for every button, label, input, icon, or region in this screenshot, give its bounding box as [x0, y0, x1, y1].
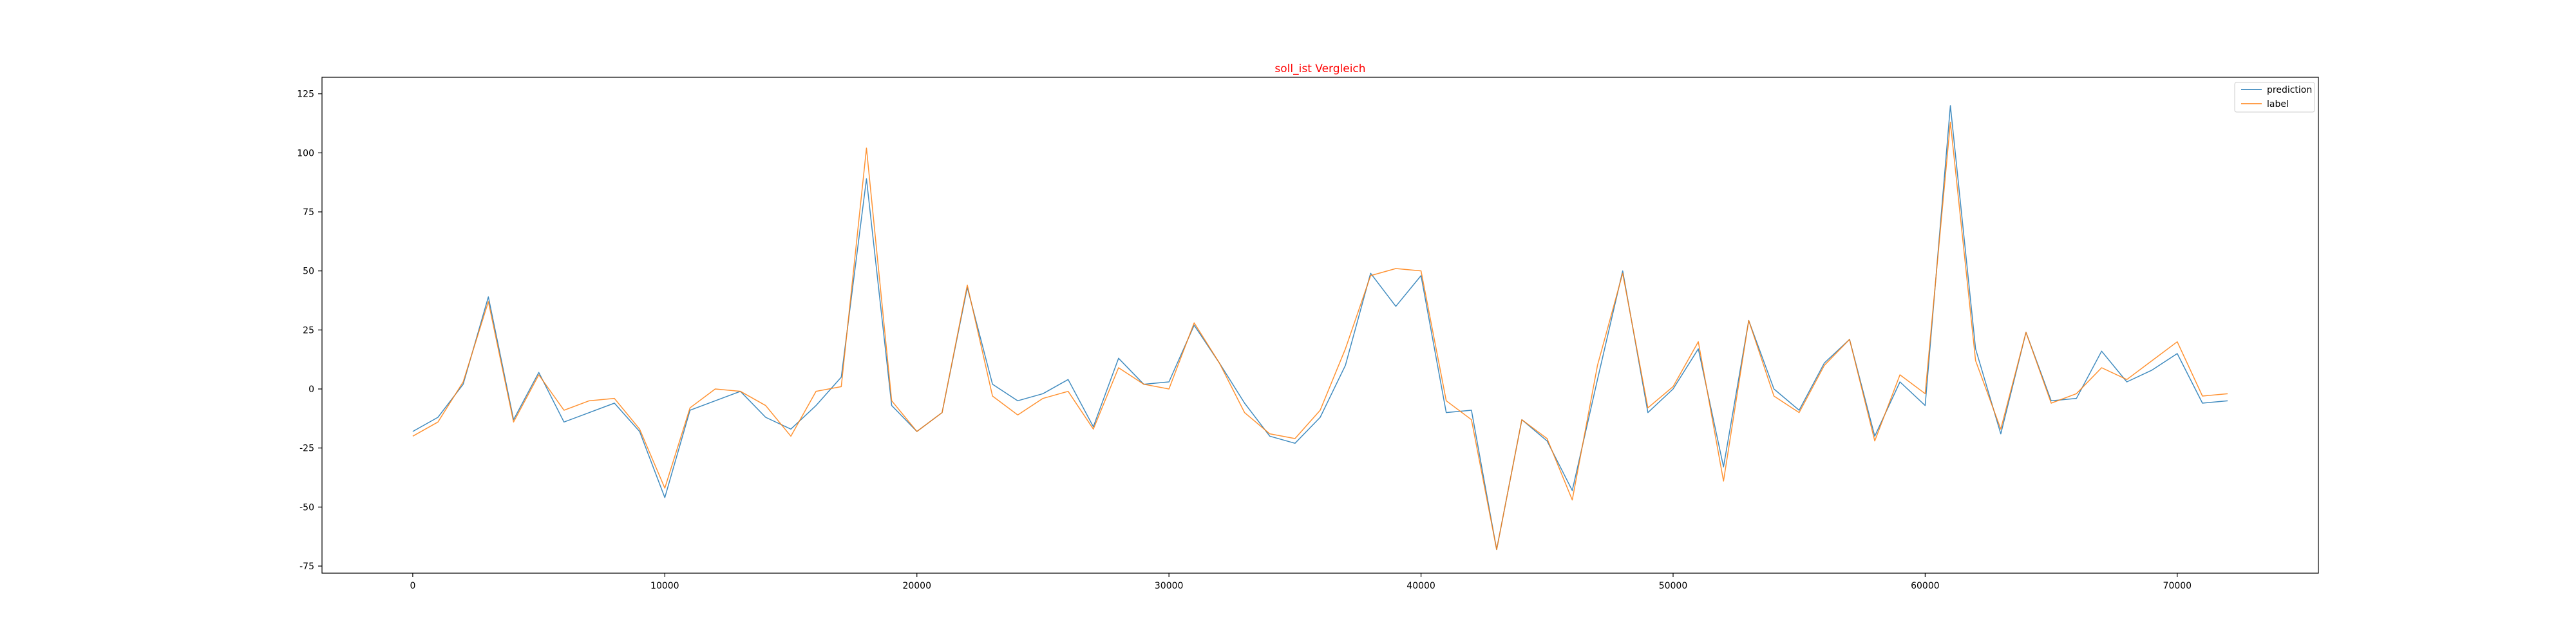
- y-tick-label: 75: [303, 207, 314, 218]
- legend-label-label: label: [2267, 99, 2289, 109]
- y-tick-label: 125: [297, 90, 314, 100]
- x-tick-label: 10000: [650, 581, 679, 591]
- chart-title: soll_ist Vergleich: [1274, 62, 1365, 75]
- x-tick-label: 0: [410, 581, 415, 591]
- legend-label-prediction: prediction: [2267, 85, 2312, 95]
- x-tick-label: 30000: [1155, 581, 1184, 591]
- y-tick-label: 0: [308, 384, 314, 395]
- legend: prediction label: [2234, 82, 2315, 113]
- y-tick-label: -75: [299, 562, 314, 572]
- y-tick-label: 25: [303, 325, 314, 336]
- plot-frame: [321, 77, 2319, 574]
- y-tick-label: -50: [299, 502, 314, 513]
- series-line-prediction: [412, 105, 2228, 551]
- x-tick-label: 40000: [1406, 581, 1435, 591]
- series-line-label: [412, 121, 2228, 551]
- x-tick-label: 60000: [1911, 581, 1940, 591]
- x-tick-label: 50000: [1659, 581, 1688, 591]
- y-tick-label: 50: [303, 267, 314, 277]
- x-tick-label: 20000: [902, 581, 931, 591]
- y-tick-label: 100: [297, 148, 314, 158]
- y-tick-label: -25: [299, 444, 314, 454]
- x-tick-label: 70000: [2163, 581, 2192, 591]
